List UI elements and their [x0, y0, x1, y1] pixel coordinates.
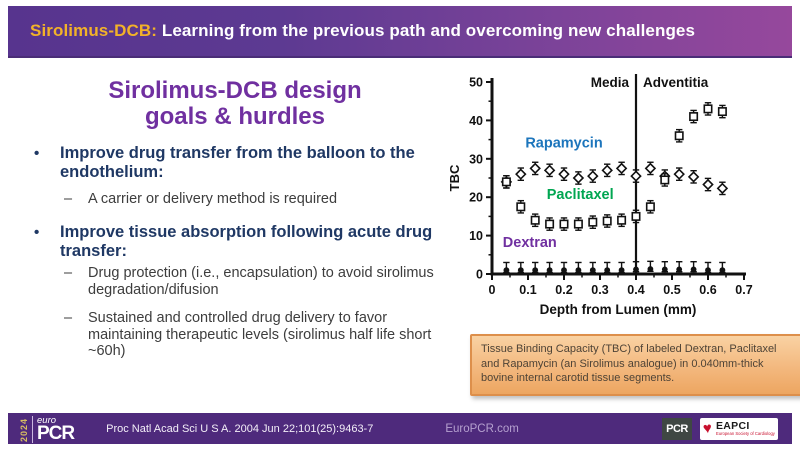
svg-text:10: 10	[469, 229, 483, 243]
bullet-drug-transfer: • Improve drug transfer from the balloon…	[34, 144, 436, 182]
europcr-website: EuroPCR.com	[445, 422, 519, 435]
svg-text:40: 40	[469, 114, 483, 128]
tbc-chart-svg: Media Adventitia 0 0.1 0.2 0.3 0.4 0.5 0.6 0.7 0 10…	[447, 74, 753, 317]
svg-text:Media: Media	[591, 75, 630, 90]
svg-text:Depth from Lumen (mm): Depth from Lumen (mm)	[540, 302, 697, 317]
bullet-label: Improve tissue absorption following acut…	[60, 223, 433, 261]
svg-text:50: 50	[469, 76, 483, 90]
svg-text:Dextran: Dextran	[503, 235, 557, 251]
eapci-label: EAPCI European Society of Cardiology	[716, 421, 775, 437]
europcr-logo-main: euro PCR	[32, 414, 75, 445]
europcr-logo-pcr: PCR	[37, 423, 75, 445]
eapci-tagline: European Society of Cardiology	[716, 431, 775, 437]
svg-text:0.1: 0.1	[519, 283, 536, 297]
dash-marker: –	[64, 310, 73, 327]
reference-citation: Proc Natl Acad Sci U S A. 2004 Jun 22;10…	[106, 422, 374, 435]
section-heading-line2: goals & hurdles	[144, 102, 326, 130]
footer-bar: 2024 euro PCR Proc Natl Acad Sci U S A. …	[8, 413, 792, 444]
europcr-logo-euro: euro	[37, 414, 57, 426]
eapci-name: EAPCI	[716, 419, 750, 432]
heart-icon: ♥	[702, 419, 713, 438]
title-banner: Sirolimus-DCB: Learning from the previou…	[8, 6, 792, 58]
svg-text:0: 0	[476, 268, 483, 282]
subbullet-text: A carrier or delivery method is required	[88, 190, 338, 207]
svg-text:0: 0	[489, 283, 496, 297]
pcr-badge: PCR	[662, 417, 692, 440]
svg-text:0.4: 0.4	[627, 283, 644, 297]
bullet-label: Improve drug transfer from the balloon t…	[60, 143, 415, 181]
svg-text:30: 30	[469, 152, 483, 166]
eapci-badge: ♥ EAPCI European Society of Cardiology	[700, 417, 778, 440]
svg-text:0.5: 0.5	[663, 283, 680, 297]
svg-text:Paclitaxel: Paclitaxel	[547, 187, 614, 203]
europcr-logo-year: 2024	[19, 418, 29, 443]
subbullet-text: Sustained and controlled drug delivery t…	[88, 310, 432, 360]
subbullet-sustained: – Sustained and controlled drug delivery…	[64, 310, 436, 360]
svg-text:Adventitia: Adventitia	[643, 75, 709, 90]
slide-title-accent: Sirolimus-DCB:	[30, 21, 158, 40]
slide-title: Sirolimus-DCB: Learning from the previou…	[8, 21, 695, 41]
tbc-depth-chart: Media Adventitia 0 0.1 0.2 0.3 0.4 0.5 0.6 0.7 0 10…	[446, 70, 762, 332]
svg-text:TBC: TBC	[447, 164, 462, 191]
dash-marker: –	[64, 265, 73, 282]
svg-text:0.6: 0.6	[699, 283, 716, 297]
content-column: Sirolimus-DCB design goals & hurdles • I…	[34, 78, 436, 360]
svg-text:Rapamycin: Rapamycin	[525, 135, 602, 151]
europcr-logo: 2024 euro PCR	[19, 414, 75, 445]
slide-title-rest: Learning from the previous path and over…	[157, 21, 696, 40]
dash-marker: –	[64, 190, 73, 207]
svg-text:20: 20	[469, 191, 483, 205]
subbullet-carrier: – A carrier or delivery method is requir…	[64, 191, 436, 208]
bullet-tissue-absorption: • Improve tissue absorption following ac…	[34, 223, 436, 261]
subbullet-protection: – Drug protection (i.e., encapsulation) …	[64, 265, 436, 298]
footer-badges: PCR ♥ EAPCI European Society of Cardiolo…	[662, 417, 778, 440]
figure-caption-text: Tissue Binding Capacity (TBC) of labeled…	[481, 343, 777, 385]
subbullet-text: Drug protection (i.e., encapsulation) to…	[88, 265, 434, 298]
bullet-marker: •	[34, 224, 40, 242]
section-heading: Sirolimus-DCB design goals & hurdles	[52, 78, 418, 130]
bullet-marker: •	[34, 144, 40, 162]
figure-caption-box: Tissue Binding Capacity (TBC) of labeled…	[470, 334, 800, 396]
svg-text:0.2: 0.2	[555, 283, 572, 297]
section-heading-line1: Sirolimus-DCB design	[108, 77, 362, 104]
svg-text:0.3: 0.3	[591, 283, 608, 297]
svg-text:0.7: 0.7	[735, 283, 752, 297]
